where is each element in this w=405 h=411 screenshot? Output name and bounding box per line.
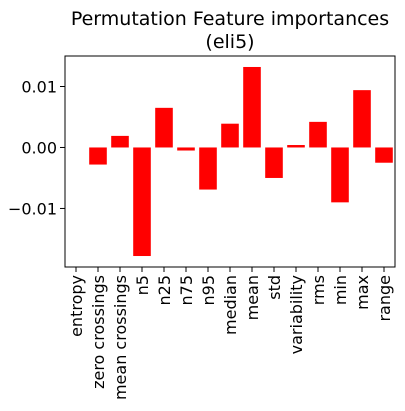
bar-max <box>353 90 371 148</box>
bar-std <box>265 147 283 178</box>
x-tick-label: n25 <box>155 275 174 306</box>
x-tick-label: n95 <box>199 275 218 306</box>
bar-n95 <box>199 147 217 190</box>
x-tick-label: zero crossings <box>89 275 108 389</box>
x-tick-label: max <box>353 275 372 310</box>
chart-title-line1: Permutation Feature importances <box>71 8 389 30</box>
x-tick-label: entropy <box>67 275 86 337</box>
x-tick-label: variability <box>287 275 306 354</box>
bar-n25 <box>155 107 173 148</box>
x-tick-label: n5 <box>133 275 152 295</box>
y-tick-label: −0.01 <box>8 199 57 218</box>
x-tick-label: mean <box>243 275 262 320</box>
x-tick-label: range <box>375 275 394 322</box>
bar-variability <box>287 145 305 148</box>
bar-n75 <box>177 147 195 151</box>
bar-zero-crossings <box>89 147 107 165</box>
y-tick-label: 0.01 <box>21 77 57 96</box>
x-tick-label: median <box>221 275 240 335</box>
bars-group <box>89 66 393 257</box>
bar-mean <box>243 66 261 148</box>
y-tick-label: 0.00 <box>21 138 57 157</box>
bar-rms <box>309 121 327 148</box>
bar-range <box>375 147 393 163</box>
x-tick-label: rms <box>309 275 328 305</box>
plot-frame <box>64 55 396 268</box>
x-tick-label: n75 <box>177 275 196 306</box>
bar-min <box>331 147 349 203</box>
y-axis: −0.01 0.00 0.01 <box>8 77 65 218</box>
chart-title-line2: (eli5) <box>205 31 254 53</box>
x-axis: entropy zero crossings mean crossings n5 n25… <box>67 267 394 400</box>
bar-mean-crossings <box>111 135 129 148</box>
bar-median <box>221 123 239 148</box>
x-tick-label: mean crossings <box>111 275 130 400</box>
x-tick-label: std <box>265 275 284 300</box>
bar-n5 <box>133 147 151 257</box>
x-tick-label: min <box>331 275 350 305</box>
